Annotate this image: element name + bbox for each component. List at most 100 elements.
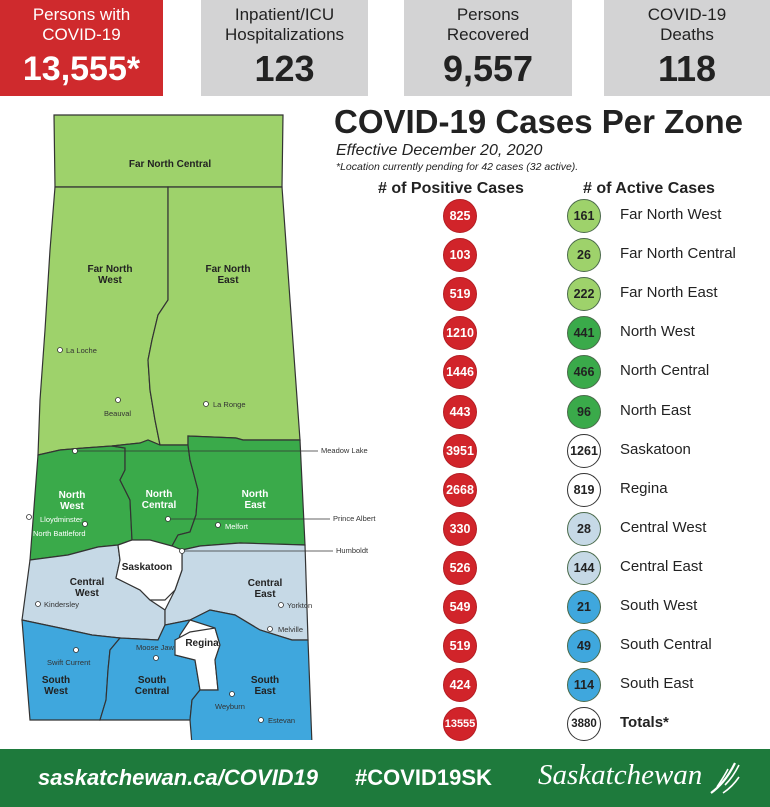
positive-cases-circle: 3951 [443,434,477,468]
city-meadow-lake: Meadow Lake [72,446,368,455]
positive-cases-circle: 519 [443,629,477,663]
city-kindersley: Kindersley [35,600,79,609]
city-la-loche: La Loche [57,346,97,355]
positive-cases-circle: 549 [443,590,477,624]
zone-name: South Central [620,636,712,653]
wheat-logo-icon [710,762,740,794]
map-label-north-west-1: North [59,490,86,501]
saskatchewan-zone-map: Far North Central Far North West Far Nor… [21,114,376,740]
positive-cases-circle: 2668 [443,473,477,507]
zone-name: Central West [620,519,707,536]
city-melville: Melville [267,625,303,634]
stat-label: Inpatient/ICU Hospitalizations [224,5,345,44]
active-cases-circle: 144 [567,551,601,585]
page-title: COVID-19 Cases Per Zone [334,103,743,140]
map-label-south-east-2: East [254,686,276,697]
positive-cases-circle: 526 [443,551,477,585]
svg-text:North Battleford: North Battleford [33,529,86,538]
svg-text:Moose Jaw: Moose Jaw [136,643,175,652]
active-cases-circle: 222 [567,277,601,311]
svg-text:La Ronge: La Ronge [213,400,246,409]
stat-persons-with-covid: Persons with COVID-19 13,555* [0,0,163,96]
svg-text:Melfort: Melfort [225,522,249,531]
city-melfort: Melfort [215,522,249,531]
city-moose-jaw: Moose Jaw [136,643,175,661]
city-yorkton: Yorkton [278,601,312,610]
map-label-north-central-1: North [146,489,173,500]
map-label-south-west-1: South [42,675,70,686]
active-cases-circle: 96 [567,395,601,429]
effective-date: Effective December 20, 2020 [336,142,543,159]
map-label-far-north-east-1: Far North [206,264,251,275]
city-lloydminster: Lloydminster [26,514,83,524]
total-positive-circle: 13555 [443,707,477,741]
svg-text:Swift Current: Swift Current [47,658,91,667]
active-cases-circle: 161 [567,199,601,233]
city-beauval: Beauval [104,397,131,418]
positive-cases-circle: 519 [443,277,477,311]
map-label-south-central-1: South [138,675,166,686]
active-cases-circle: 441 [567,316,601,350]
city-la-ronge: La Ronge [203,400,246,409]
map-label-saskatoon: Saskatoon [122,562,173,573]
totals-label: Totals* [620,714,669,731]
stat-deaths: COVID-19 Deaths 118 [604,0,770,96]
stat-label: Persons with COVID-19 [32,5,131,44]
active-cases-circle: 26 [567,238,601,272]
active-cases-circle: 466 [567,355,601,389]
city-estevan: Estevan [258,716,295,725]
map-label-far-north-west-2: West [98,275,122,286]
active-cases-circle: 49 [567,629,601,663]
svg-text:Meadow Lake: Meadow Lake [321,446,368,455]
svg-text:La Loche: La Loche [66,346,97,355]
zone-south-east [188,609,313,740]
positive-cases-circle: 103 [443,238,477,272]
zone-name: Far North West [620,206,722,223]
positive-cases-circle: 424 [443,668,477,702]
stat-value: 118 [657,48,717,89]
zone-name: South West [620,597,698,614]
positive-cases-circle: 330 [443,512,477,546]
active-cases-circle: 28 [567,512,601,546]
map-label-far-north-east-2: East [217,275,239,286]
active-cases-circle: 1261 [567,434,601,468]
stat-value: 123 [254,48,315,89]
map-label-far-north-west-1: Far North [88,264,133,275]
footer-brand: Saskatchewan [538,759,703,791]
city-humboldt: Humboldt [179,546,369,555]
positive-cases-circle: 1210 [443,316,477,350]
zone-name: Far North East [620,284,718,301]
svg-text:Prince Albert: Prince Albert [333,514,376,523]
svg-text:Estevan: Estevan [268,716,295,725]
footer-url-link[interactable]: saskatchewan.ca/COVID19 [38,765,319,790]
stat-label: COVID-19 Deaths [647,5,727,44]
total-active-circle: 3880 [567,707,601,741]
positive-cases-circle: 443 [443,395,477,429]
svg-text:Weyburn: Weyburn [215,702,245,711]
map-label-south-central-2: Central [135,686,170,697]
zone-saskatoon [115,539,183,601]
stat-hospitalizations: Inpatient/ICU Hospitalizations 123 [201,0,368,96]
map-label-north-east-2: East [244,500,266,511]
stat-value: 13,555* [22,50,141,88]
svg-text:Humboldt: Humboldt [336,546,369,555]
footer: saskatchewan.ca/COVID19 #COVID19SK Saska… [0,749,770,807]
stat-label: Persons Recovered [446,5,530,44]
stat-value: 9,557 [442,48,534,89]
zone-name: North Central [620,362,710,379]
svg-text:Melville: Melville [278,625,303,634]
map-label-north-east-1: North [242,489,269,500]
zone-far-north-central [53,114,284,188]
map-label-north-west-2: West [60,501,84,512]
footer-hashtag: #COVID19SK [355,765,492,790]
pending-note: *Location currently pending for 42 cases… [336,161,579,173]
zone-name: North West [620,323,695,340]
map-label-central-west-2: West [75,588,99,599]
map-label-south-east-1: South [251,675,279,686]
active-cases-header: # of Active Cases [583,180,715,197]
stat-recovered: Persons Recovered 9,557 [404,0,572,96]
zone-name: Central East [620,558,703,575]
city-weyburn: Weyburn [215,691,245,711]
zone-name: South East [620,675,694,692]
svg-text:Beauval: Beauval [104,409,131,418]
